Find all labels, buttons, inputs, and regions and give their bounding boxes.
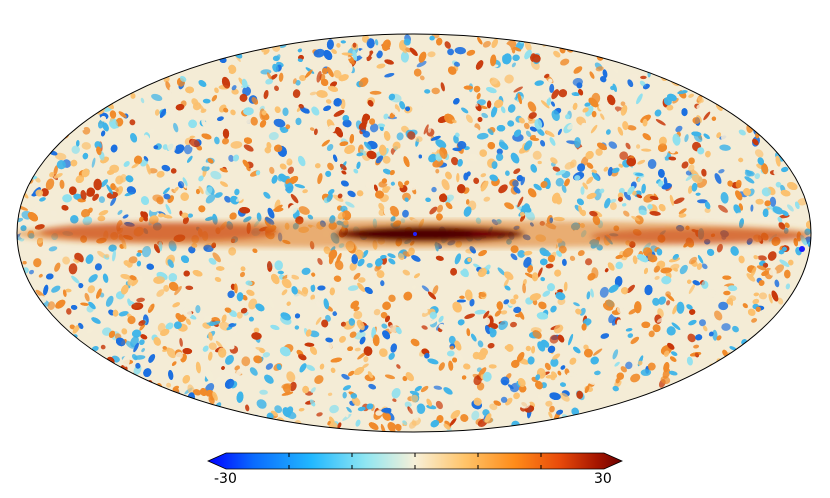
colorbar-max-label: 30 (594, 471, 612, 487)
mollweide-map (17, 34, 811, 432)
map-boundary (16, 33, 812, 433)
colorbar-ticks (288, 453, 542, 469)
marker-dot (413, 232, 417, 236)
marker-dot (799, 246, 805, 252)
colorbar-min-label: -30 (214, 471, 237, 487)
colorbar (207, 452, 623, 470)
colorbar-shape (207, 452, 623, 470)
